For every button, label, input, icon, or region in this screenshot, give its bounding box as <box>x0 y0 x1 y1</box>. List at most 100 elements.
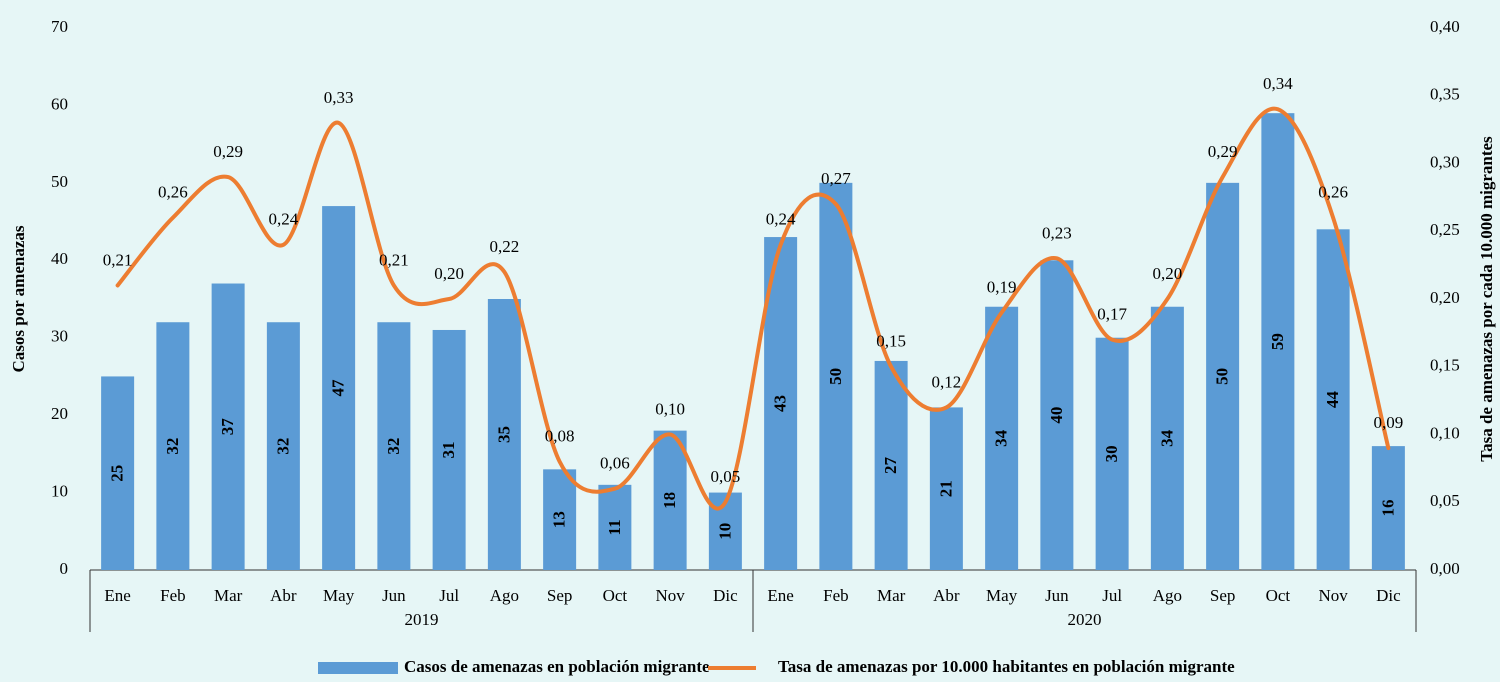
bar-value-label: 35 <box>494 426 513 443</box>
y2-tick-label: 0,05 <box>1430 491 1460 510</box>
line-value-label: 0,21 <box>379 250 409 269</box>
x-tick-label: May <box>986 586 1018 605</box>
y2-tick-label: 0,10 <box>1430 423 1460 442</box>
x-tick-label: Jun <box>382 586 406 605</box>
line-value-label: 0,24 <box>766 210 796 229</box>
line-value-label: 0,26 <box>1318 183 1348 202</box>
x-group-label: 2020 <box>1068 610 1102 629</box>
x-tick-label: Sep <box>1210 586 1236 605</box>
line-value-label: 0,26 <box>158 183 188 202</box>
y-tick-label: 70 <box>51 17 68 36</box>
bar-value-label: 21 <box>936 480 955 497</box>
x-tick-label: Oct <box>603 586 628 605</box>
line-value-label: 0,08 <box>545 427 575 446</box>
y-axis-title: Casos por amenazas <box>9 225 28 372</box>
x-tick-label: Ene <box>767 586 793 605</box>
x-tick-label: Nov <box>1318 586 1348 605</box>
x-tick-label: Oct <box>1266 586 1291 605</box>
x-tick-label: Jul <box>439 586 459 605</box>
bar <box>1150 306 1184 570</box>
bar-value-label: 50 <box>826 368 845 385</box>
bar <box>101 376 135 570</box>
x-tick-label: Mar <box>214 586 243 605</box>
y2-tick-label: 0,15 <box>1430 356 1460 375</box>
line-value-label: 0,34 <box>1263 74 1293 93</box>
bar-value-label: 50 <box>1213 368 1232 385</box>
bar-value-label: 32 <box>163 438 182 455</box>
x-tick-label: May <box>323 586 355 605</box>
bar <box>1095 337 1129 570</box>
line-value-label: 0,05 <box>711 467 741 486</box>
line-value-label: 0,27 <box>821 169 851 188</box>
bar-value-label: 43 <box>771 395 790 412</box>
x-tick-label: Mar <box>877 586 906 605</box>
bar <box>266 322 300 570</box>
bar-value-label: 37 <box>218 418 237 436</box>
bar <box>211 283 245 570</box>
line-value-label: 0,29 <box>1208 142 1238 161</box>
bar-value-label: 11 <box>605 519 624 535</box>
bar <box>377 322 411 570</box>
x-tick-label: Dic <box>713 586 738 605</box>
legend-label: Casos de amenazas en población migrante <box>404 657 710 676</box>
bar-value-label: 31 <box>439 441 458 458</box>
line-value-label: 0,21 <box>103 250 133 269</box>
bar <box>1261 113 1295 571</box>
y2-tick-label: 0,40 <box>1430 17 1460 36</box>
bar-value-label: 27 <box>881 456 900 474</box>
bar-value-label: 47 <box>329 379 348 397</box>
y2-tick-label: 0,00 <box>1430 559 1460 578</box>
x-tick-label: Jul <box>1102 586 1122 605</box>
y-tick-label: 10 <box>51 481 68 500</box>
line-value-label: 0,06 <box>600 454 630 473</box>
line-value-label: 0,12 <box>932 372 962 391</box>
x-tick-label: Feb <box>160 586 186 605</box>
line-value-label: 0,19 <box>987 277 1017 296</box>
x-tick-label: Ene <box>104 586 130 605</box>
bar <box>985 306 1019 570</box>
bar-value-label: 30 <box>1102 445 1121 462</box>
y-tick-label: 60 <box>51 94 68 113</box>
y-tick-label: 0 <box>60 559 69 578</box>
bar-value-label: 13 <box>550 511 569 528</box>
line <box>115 106 1391 511</box>
bar-value-label: 32 <box>384 438 403 455</box>
bar-value-label: 18 <box>660 492 679 509</box>
x-tick-label: Abr <box>270 586 297 605</box>
x-tick-label: Feb <box>823 586 849 605</box>
x-tick-label: Abr <box>933 586 960 605</box>
bar-value-label: 40 <box>1047 407 1066 424</box>
line-value-label: 0,17 <box>1097 305 1127 324</box>
x-tick-label: Sep <box>547 586 573 605</box>
x-tick-label: Ago <box>1153 586 1182 605</box>
bar <box>653 430 687 570</box>
bar <box>1206 182 1240 570</box>
bar <box>322 206 356 571</box>
bar-value-label: 32 <box>273 438 292 455</box>
bar-value-label: 34 <box>992 429 1011 447</box>
bar <box>929 407 963 570</box>
line-value-label: 0,09 <box>1374 413 1404 432</box>
line-value-label: 0,33 <box>324 88 354 107</box>
line-value-label: 0,23 <box>1042 223 1072 242</box>
y-tick-label: 40 <box>51 249 68 268</box>
y2-tick-label: 0,30 <box>1430 152 1460 171</box>
y2-tick-label: 0,35 <box>1430 85 1460 104</box>
line-value-label: 0,20 <box>1153 264 1183 283</box>
x-tick-label: Dic <box>1376 586 1401 605</box>
bar <box>874 360 908 570</box>
line-value-label: 0,20 <box>434 264 464 283</box>
bar-value-label: 34 <box>1157 429 1176 447</box>
bar <box>156 322 190 570</box>
line-value-label: 0,15 <box>876 332 906 351</box>
bar <box>1371 446 1405 570</box>
legend-swatch <box>318 662 398 674</box>
bar <box>819 182 853 570</box>
y-tick-label: 50 <box>51 172 68 191</box>
bar <box>1040 260 1074 570</box>
bar <box>598 484 632 570</box>
line-value-label: 0,10 <box>655 399 685 418</box>
x-group-label: 2019 <box>405 610 439 629</box>
bar <box>543 469 577 570</box>
